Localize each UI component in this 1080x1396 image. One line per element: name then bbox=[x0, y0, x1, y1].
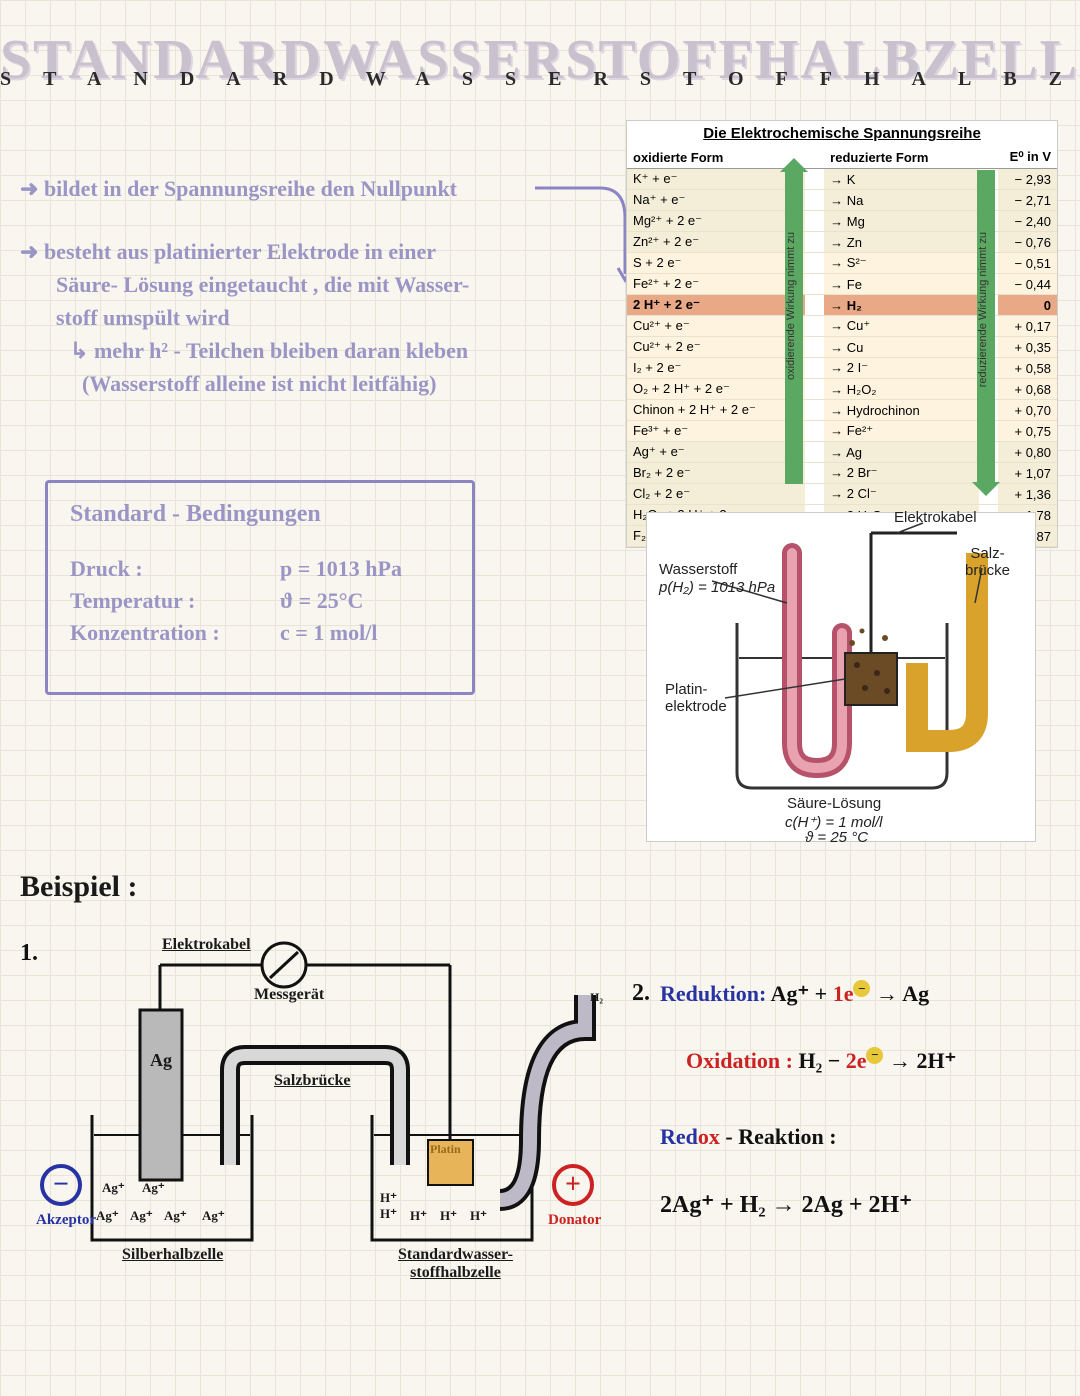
cond-lab-2: Konzentration : bbox=[70, 620, 280, 646]
c-h1: H⁺ bbox=[380, 1206, 397, 1222]
note-1-text: bildet in der Spannungsreihe den Nullpun… bbox=[44, 176, 457, 201]
c-ag3: Ag⁺ bbox=[96, 1208, 119, 1224]
c-elektrokabel: Elektrokabel bbox=[162, 936, 251, 954]
note-2a: besteht aus platinierter Elektrode in ei… bbox=[44, 239, 436, 264]
electron-icon-2: − bbox=[866, 1047, 883, 1064]
note-1: bildet in der Spannungsreihe den Nullpun… bbox=[20, 172, 457, 205]
ox-r: → 2H⁺ bbox=[883, 1048, 956, 1073]
cond-lab-1: Temperatur : bbox=[70, 588, 280, 614]
eq-redox-lab: Redox - Reaktion : bbox=[660, 1124, 1060, 1150]
ox-l: H₂ − bbox=[798, 1048, 845, 1073]
c-h2: H₂ bbox=[590, 990, 603, 1005]
echem-h4: E⁰ in V bbox=[998, 146, 1057, 169]
cond-lab-0: Druck : bbox=[70, 556, 280, 582]
c-h3: H⁺ bbox=[440, 1208, 457, 1224]
c-donator: Donator bbox=[548, 1212, 601, 1229]
c-salz: Salzbrücke bbox=[274, 1072, 350, 1090]
c-h2i: H⁺ bbox=[410, 1208, 427, 1224]
c-h4: H⁺ bbox=[470, 1208, 487, 1224]
c-ag5: Ag⁺ bbox=[164, 1208, 187, 1224]
ox-lab: Oxidation : bbox=[686, 1048, 793, 1073]
cond-val-1: ϑ = 25°C bbox=[280, 588, 363, 614]
conditions-box: Standard - Bedingungen Druck :p = 1013 h… bbox=[45, 480, 475, 695]
red-lab: Reduktion: bbox=[660, 981, 766, 1006]
note-2d: mehr h² - Teilchen bleiben daran kleben bbox=[94, 338, 468, 363]
c-ag: Ag bbox=[150, 1050, 172, 1071]
red-r: → Ag bbox=[870, 981, 929, 1006]
c-akzeptor: Akzeptor bbox=[36, 1212, 96, 1229]
cond-val-2: c = 1 mol/l bbox=[280, 620, 377, 646]
eq-reduktion: Reduktion: Ag⁺ + 1e− → Ag bbox=[660, 980, 1060, 1007]
equations: Reduktion: Ag⁺ + 1e− → Ag Oxidation : H₂… bbox=[660, 980, 1060, 1259]
c-ag2: Ag⁺ bbox=[142, 1180, 165, 1196]
note-2: besteht aus platinierter Elektrode in ei… bbox=[20, 235, 600, 400]
lbl-elektrokabel: Elektrokabel bbox=[894, 509, 977, 526]
lbl-wasserstoff: Wasserstoff bbox=[659, 561, 737, 578]
note-2e: (Wasserstoff alleine ist nicht leitfähig… bbox=[82, 371, 436, 396]
c-platin: Platin bbox=[430, 1142, 461, 1157]
eq-oxidation: Oxidation : H₂ − 2e− → 2H⁺ bbox=[660, 1047, 1060, 1074]
note-2c: stoff umspült wird bbox=[56, 305, 230, 330]
echem-h2: reduzierte Form bbox=[824, 146, 978, 169]
lbl-saure: Säure-Lösung bbox=[787, 795, 881, 812]
c-ag4: Ag⁺ bbox=[130, 1208, 153, 1224]
electron-icon: − bbox=[853, 980, 870, 997]
c-h5: H⁺ bbox=[380, 1190, 397, 1206]
c-silber: Silberhalbzelle bbox=[122, 1246, 223, 1264]
circuit-diagram: Elektrokabel Messgerät Ag Salzbrücke Pla… bbox=[30, 940, 620, 1320]
c-ag6: Ag⁺ bbox=[202, 1208, 225, 1224]
lbl-salz: Salz- brücke bbox=[965, 545, 1010, 579]
title-letters: STANDARDWASSERSTOFFHALBZELLE bbox=[0, 68, 1080, 91]
echem-h0: oxidierte Form bbox=[627, 146, 805, 169]
note-2b: Säure- Lösung eingetaucht , die mit Wass… bbox=[56, 272, 469, 297]
c-mess: Messgerät bbox=[254, 986, 324, 1004]
side-left: oxidierende Wirkung nimmt zu bbox=[785, 232, 797, 380]
conditions-header: Standard - Bedingungen bbox=[70, 501, 450, 528]
red-l: Ag⁺ + bbox=[771, 981, 833, 1006]
minus-badge: − bbox=[40, 1164, 82, 1206]
eq-redox: 2Ag⁺ + H₂ → 2Ag + 2H⁺ bbox=[660, 1190, 1060, 1219]
lbl-theta: ϑ = 25 °C bbox=[805, 829, 868, 846]
h2-halfcell-diagram: Elektrokabel Wasserstoff p(H₂) = 1013 hP… bbox=[646, 512, 1036, 842]
side-right: reduzierende Wirkung nimmt zu bbox=[977, 232, 989, 387]
lbl-platin: Platin- elektrode bbox=[665, 681, 727, 715]
example-num-2: 2. bbox=[632, 980, 650, 1007]
cond-val-0: p = 1013 hPa bbox=[280, 556, 402, 582]
red-e: 1e bbox=[833, 981, 854, 1006]
beispiel-label: Beispiel : bbox=[20, 870, 138, 904]
lbl-ph2: p(H₂) = 1013 hPa bbox=[659, 579, 775, 596]
plus-badge: + bbox=[552, 1164, 594, 1206]
ox-e: 2e bbox=[846, 1048, 867, 1073]
echem-table: Die Elektrochemische Spannungsreihe oxid… bbox=[626, 120, 1058, 548]
c-shz: Standardwasser- stoffhalbzelle bbox=[398, 1246, 513, 1282]
c-ag1: Ag⁺ bbox=[102, 1180, 125, 1196]
echem-caption: Die Elektrochemische Spannungsreihe bbox=[627, 121, 1057, 146]
